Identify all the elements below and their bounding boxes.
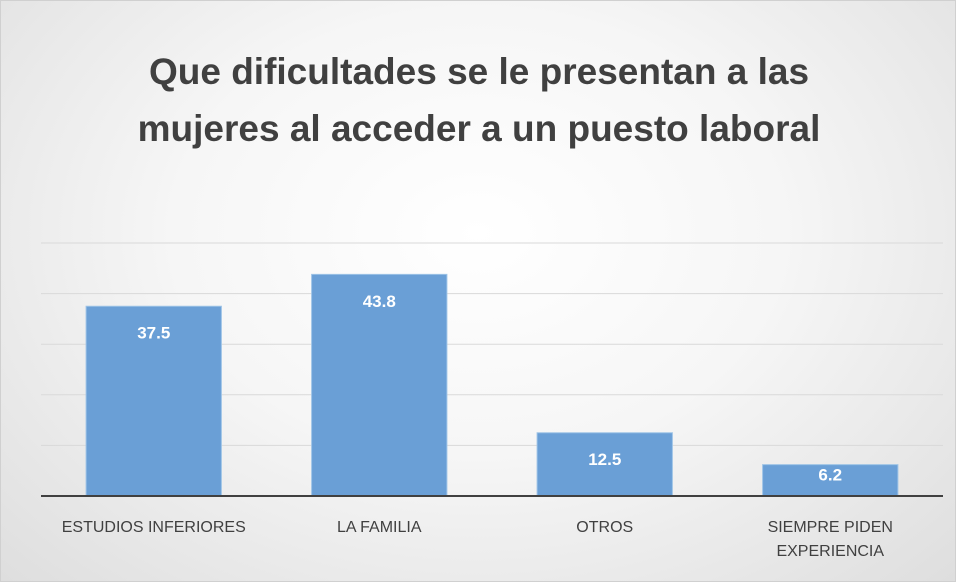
bar	[536, 432, 673, 497]
data-label: 12.5	[588, 450, 621, 469]
x-tick-label: LA FAMILIA	[337, 519, 422, 536]
chart-title: Que dificultades se le presentan a las m…	[137, 51, 821, 149]
x-tick-label: ESTUDIOS INFERIORES	[61, 519, 246, 536]
x-tick-label: SIEMPRE PIDEN EXPERIENCIA	[767, 519, 893, 560]
data-label: 6.2	[818, 465, 842, 484]
bar	[311, 273, 448, 497]
x-tick-label: OTROS	[576, 519, 634, 536]
bar	[762, 464, 899, 497]
data-label: 37.5	[137, 324, 170, 343]
data-label: 43.8	[363, 292, 396, 311]
bar	[85, 305, 222, 497]
